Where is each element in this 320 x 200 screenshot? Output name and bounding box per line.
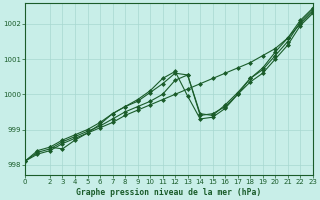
X-axis label: Graphe pression niveau de la mer (hPa): Graphe pression niveau de la mer (hPa) — [76, 188, 261, 197]
